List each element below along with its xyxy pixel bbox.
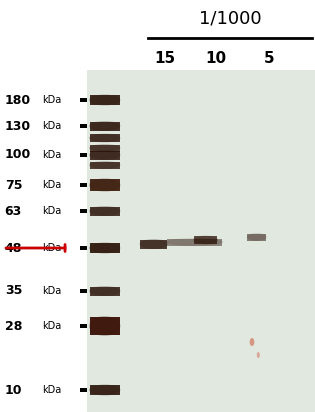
Text: 10: 10 bbox=[205, 51, 226, 66]
Text: kDa: kDa bbox=[43, 121, 62, 131]
Ellipse shape bbox=[89, 161, 120, 169]
Bar bbox=[90, 162, 120, 169]
Text: 28: 28 bbox=[5, 319, 22, 332]
Text: kDa: kDa bbox=[43, 286, 62, 296]
Ellipse shape bbox=[89, 94, 120, 105]
Bar bbox=[90, 385, 120, 395]
Ellipse shape bbox=[89, 150, 120, 160]
Bar bbox=[167, 239, 222, 246]
Text: 75: 75 bbox=[5, 178, 22, 192]
Ellipse shape bbox=[89, 178, 120, 192]
Ellipse shape bbox=[89, 316, 120, 336]
Text: kDa: kDa bbox=[43, 321, 62, 331]
Ellipse shape bbox=[89, 121, 120, 131]
Text: 100: 100 bbox=[5, 148, 31, 162]
Text: 15: 15 bbox=[155, 51, 176, 66]
Bar bbox=[80, 98, 87, 102]
Text: 130: 130 bbox=[5, 119, 31, 133]
Ellipse shape bbox=[89, 243, 120, 253]
Bar bbox=[90, 122, 120, 131]
Text: kDa: kDa bbox=[43, 150, 62, 160]
Bar bbox=[80, 246, 87, 250]
Bar bbox=[90, 243, 120, 253]
Ellipse shape bbox=[249, 338, 255, 346]
Text: kDa: kDa bbox=[43, 206, 62, 216]
Bar bbox=[80, 209, 87, 213]
Text: 48: 48 bbox=[5, 241, 22, 255]
Bar bbox=[90, 179, 120, 191]
Bar bbox=[194, 236, 217, 244]
Text: kDa: kDa bbox=[43, 243, 62, 253]
Bar bbox=[90, 145, 120, 152]
Text: 35: 35 bbox=[5, 285, 22, 297]
Text: 180: 180 bbox=[5, 94, 31, 106]
Bar bbox=[87, 70, 315, 412]
Bar bbox=[80, 183, 87, 187]
Ellipse shape bbox=[247, 233, 267, 241]
Bar bbox=[80, 388, 87, 392]
Bar bbox=[90, 286, 120, 295]
Ellipse shape bbox=[257, 352, 260, 358]
Bar bbox=[90, 95, 120, 105]
Text: kDa: kDa bbox=[43, 385, 62, 395]
Ellipse shape bbox=[193, 236, 218, 244]
Text: 10: 10 bbox=[5, 384, 22, 396]
Bar bbox=[90, 206, 120, 215]
Ellipse shape bbox=[89, 144, 120, 152]
Text: 63: 63 bbox=[5, 204, 22, 218]
Bar bbox=[90, 134, 120, 142]
Bar bbox=[90, 317, 120, 335]
Ellipse shape bbox=[89, 384, 120, 396]
Ellipse shape bbox=[140, 239, 168, 249]
Bar bbox=[80, 124, 87, 128]
Bar bbox=[140, 239, 167, 248]
Ellipse shape bbox=[89, 286, 120, 296]
Bar bbox=[90, 150, 120, 159]
Bar bbox=[80, 153, 87, 157]
Text: 1/1000: 1/1000 bbox=[199, 9, 261, 27]
Text: kDa: kDa bbox=[43, 180, 62, 190]
Text: 5: 5 bbox=[264, 51, 275, 66]
Ellipse shape bbox=[89, 133, 120, 143]
Ellipse shape bbox=[166, 238, 223, 246]
Bar bbox=[80, 324, 87, 328]
Bar bbox=[80, 289, 87, 293]
Text: kDa: kDa bbox=[43, 95, 62, 105]
Bar bbox=[247, 234, 266, 241]
Ellipse shape bbox=[89, 206, 120, 216]
